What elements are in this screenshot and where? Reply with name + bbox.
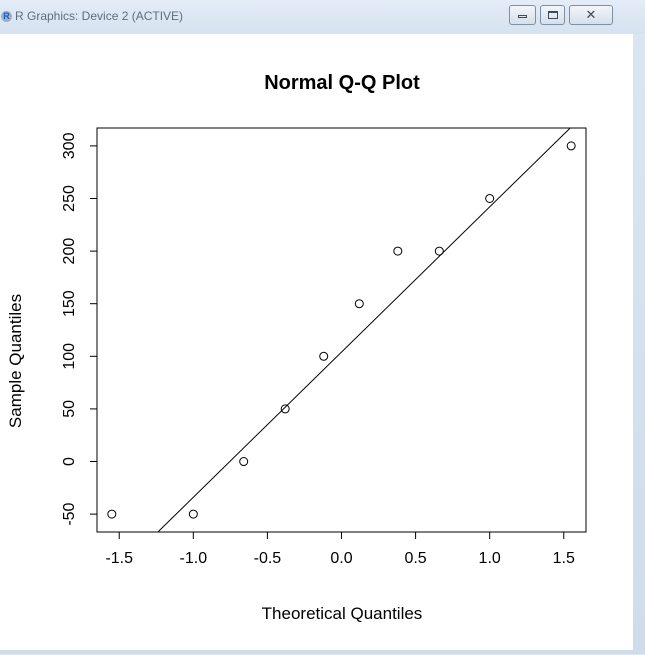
- y-tick-label: 200: [61, 238, 78, 265]
- x-tick-label: -0.5: [254, 550, 282, 567]
- y-axis-label: Sample Quantiles: [6, 294, 25, 428]
- qq-reference-line: [157, 127, 571, 533]
- r-app-icon: R: [1, 11, 12, 22]
- plot-canvas: Normal Q-Q Plot Theoretical Quantiles Sa…: [0, 34, 633, 650]
- y-tick-label: 100: [61, 343, 78, 370]
- minimize-icon: [518, 15, 527, 18]
- close-icon: ✕: [585, 7, 597, 22]
- y-tick-label: 300: [61, 132, 78, 159]
- y-axis: -50 0 50 100 150 200 250 300: [61, 132, 98, 526]
- y-tick-label: 50: [61, 400, 78, 418]
- data-point: [354, 299, 364, 309]
- y-tick-label: -50: [61, 502, 78, 525]
- x-tick-label: 0.5: [404, 550, 426, 567]
- chart-title: Normal Q-Q Plot: [264, 72, 420, 94]
- x-tick-label: 1.5: [553, 550, 575, 567]
- x-tick-label: -1.0: [180, 550, 208, 567]
- data-points: [107, 141, 576, 519]
- qq-plot: Normal Q-Q Plot Theoretical Quantiles Sa…: [6, 72, 587, 623]
- data-point: [280, 404, 290, 414]
- data-point: [107, 509, 117, 519]
- x-tick-label: -1.5: [105, 550, 133, 567]
- y-tick-label: 250: [61, 185, 78, 212]
- maximize-button[interactable]: [540, 5, 565, 25]
- maximize-icon: [548, 11, 558, 19]
- x-axis-label: Theoretical Quantiles: [262, 604, 423, 623]
- window-title: R Graphics: Device 2 (ACTIVE): [15, 9, 184, 23]
- close-button[interactable]: ✕: [569, 5, 613, 25]
- x-axis: -1.5 -1.0 -0.5 0.0 0.5 1.0 1.5: [105, 531, 575, 567]
- y-tick-label: 0: [61, 457, 78, 466]
- data-point: [393, 246, 403, 256]
- x-tick-label: 1.0: [479, 550, 501, 567]
- reference-line-group: [157, 127, 571, 533]
- data-point: [188, 509, 198, 519]
- data-point: [319, 351, 329, 361]
- title-bar[interactable]: R R Graphics: Device 2 (ACTIVE) ✕: [0, 0, 645, 34]
- data-point: [434, 246, 444, 256]
- plot-frame: [96, 127, 587, 533]
- data-point: [239, 457, 249, 467]
- minimize-button[interactable]: [509, 5, 536, 25]
- y-tick-label: 150: [61, 290, 78, 317]
- data-point: [566, 141, 576, 151]
- x-tick-label: 0.0: [330, 550, 352, 567]
- data-point: [485, 193, 495, 203]
